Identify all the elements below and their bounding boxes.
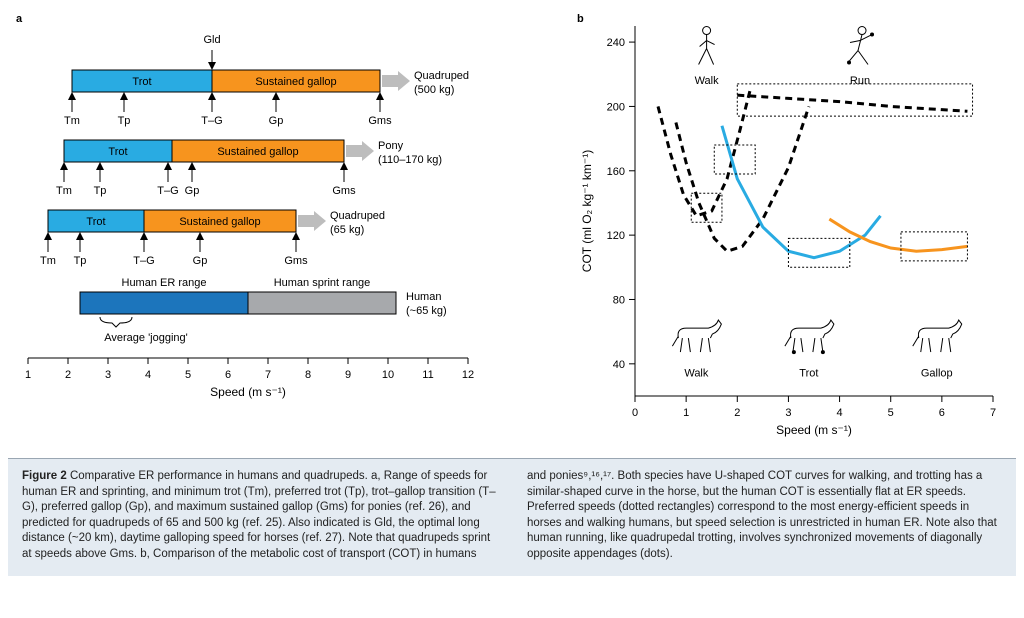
svg-text:12: 12	[462, 369, 474, 381]
svg-text:T–G: T–G	[201, 115, 222, 127]
svg-text:Gallop: Gallop	[921, 368, 953, 380]
caption-lead: Figure 2	[22, 470, 67, 482]
svg-text:Walk: Walk	[684, 368, 709, 380]
svg-text:Human ER range: Human ER range	[122, 277, 207, 289]
svg-text:4: 4	[837, 407, 843, 419]
svg-text:T–G: T–G	[133, 255, 154, 267]
svg-text:Trot: Trot	[108, 146, 127, 158]
svg-text:0: 0	[632, 407, 638, 419]
svg-text:Tm: Tm	[56, 185, 72, 197]
svg-text:4: 4	[145, 369, 151, 381]
svg-text:10: 10	[382, 369, 394, 381]
svg-text:80: 80	[613, 294, 625, 306]
svg-text:Tm: Tm	[64, 115, 80, 127]
svg-text:Human sprint range: Human sprint range	[274, 277, 371, 289]
svg-text:1: 1	[683, 407, 689, 419]
svg-text:40: 40	[613, 359, 625, 371]
svg-text:2: 2	[65, 369, 71, 381]
svg-text:Average 'jogging': Average 'jogging'	[104, 332, 188, 344]
panel-a: a Gld Trot Sustained gallop Tm Tp T–G Gp Gms Quad…	[8, 8, 553, 448]
svg-text:11: 11	[422, 369, 433, 381]
svg-text:2: 2	[734, 407, 740, 419]
svg-text:T–G: T–G	[157, 185, 178, 197]
panel-b: b 0 1 2 3 4 5 6 7 40 80 120 160 200 240 Speed (m s⁻¹) CO…	[573, 8, 1008, 448]
svg-text:200: 200	[607, 101, 625, 113]
svg-text:240: 240	[607, 37, 625, 49]
svg-text:Speed (m s⁻¹): Speed (m s⁻¹)	[776, 423, 852, 437]
svg-text:Gms: Gms	[368, 115, 392, 127]
svg-text:5: 5	[185, 369, 191, 381]
svg-text:Sustained gallop: Sustained gallop	[179, 216, 260, 228]
svg-text:(65 kg): (65 kg)	[330, 224, 364, 236]
panel-a-svg: a Gld Trot Sustained gallop Tm Tp T–G Gp Gms Quad…	[8, 8, 553, 448]
svg-text:(110–170 kg): (110–170 kg)	[378, 154, 442, 166]
svg-text:5: 5	[888, 407, 894, 419]
svg-text:Gp: Gp	[269, 115, 284, 127]
svg-text:(~65 kg): (~65 kg)	[406, 305, 447, 317]
svg-text:1: 1	[25, 369, 31, 381]
svg-text:8: 8	[305, 369, 311, 381]
svg-text:9: 9	[345, 369, 351, 381]
svg-text:Run: Run	[850, 75, 870, 87]
svg-text:COT (ml O₂ kg⁻¹ km⁻¹): COT (ml O₂ kg⁻¹ km⁻¹)	[580, 150, 594, 272]
svg-text:120: 120	[607, 230, 625, 242]
figure-2: a Gld Trot Sustained gallop Tm Tp T–G Gp Gms Quad…	[8, 8, 1016, 448]
svg-text:Human: Human	[406, 291, 441, 303]
svg-text:Tp: Tp	[118, 115, 131, 127]
svg-text:Trot: Trot	[86, 216, 105, 228]
svg-text:3: 3	[105, 369, 111, 381]
svg-text:a: a	[16, 13, 23, 25]
svg-text:Trot: Trot	[799, 368, 818, 380]
svg-text:Sustained gallop: Sustained gallop	[255, 76, 336, 88]
svg-text:b: b	[577, 13, 584, 25]
svg-text:Tm: Tm	[40, 255, 56, 267]
svg-text:160: 160	[607, 166, 625, 178]
svg-text:Speed (m s⁻¹): Speed (m s⁻¹)	[210, 385, 286, 399]
svg-text:Walk: Walk	[695, 75, 720, 87]
svg-text:Quadruped: Quadruped	[330, 210, 385, 222]
svg-text:Trot: Trot	[132, 76, 151, 88]
figure-caption: Figure 2 Comparative ER performance in h…	[8, 458, 1016, 576]
svg-text:Pony: Pony	[378, 140, 404, 152]
svg-text:7: 7	[265, 369, 271, 381]
svg-text:Gp: Gp	[193, 255, 208, 267]
svg-text:7: 7	[990, 407, 996, 419]
caption-body: Comparative ER performance in humans and…	[22, 470, 997, 560]
svg-text:Gms: Gms	[332, 185, 356, 197]
svg-text:Tp: Tp	[94, 185, 107, 197]
svg-text:Tp: Tp	[74, 255, 87, 267]
svg-text:Quadruped: Quadruped	[414, 70, 469, 82]
svg-text:(500 kg): (500 kg)	[414, 84, 454, 96]
svg-text:6: 6	[225, 369, 231, 381]
svg-text:Sustained gallop: Sustained gallop	[217, 146, 298, 158]
svg-text:Gp: Gp	[185, 185, 200, 197]
panel-b-svg: b 0 1 2 3 4 5 6 7 40 80 120 160 200 240 Speed (m s⁻¹) CO…	[573, 8, 1008, 448]
svg-text:3: 3	[785, 407, 791, 419]
svg-text:Gms: Gms	[284, 255, 308, 267]
svg-text:Gld: Gld	[203, 34, 220, 46]
svg-text:6: 6	[939, 407, 945, 419]
